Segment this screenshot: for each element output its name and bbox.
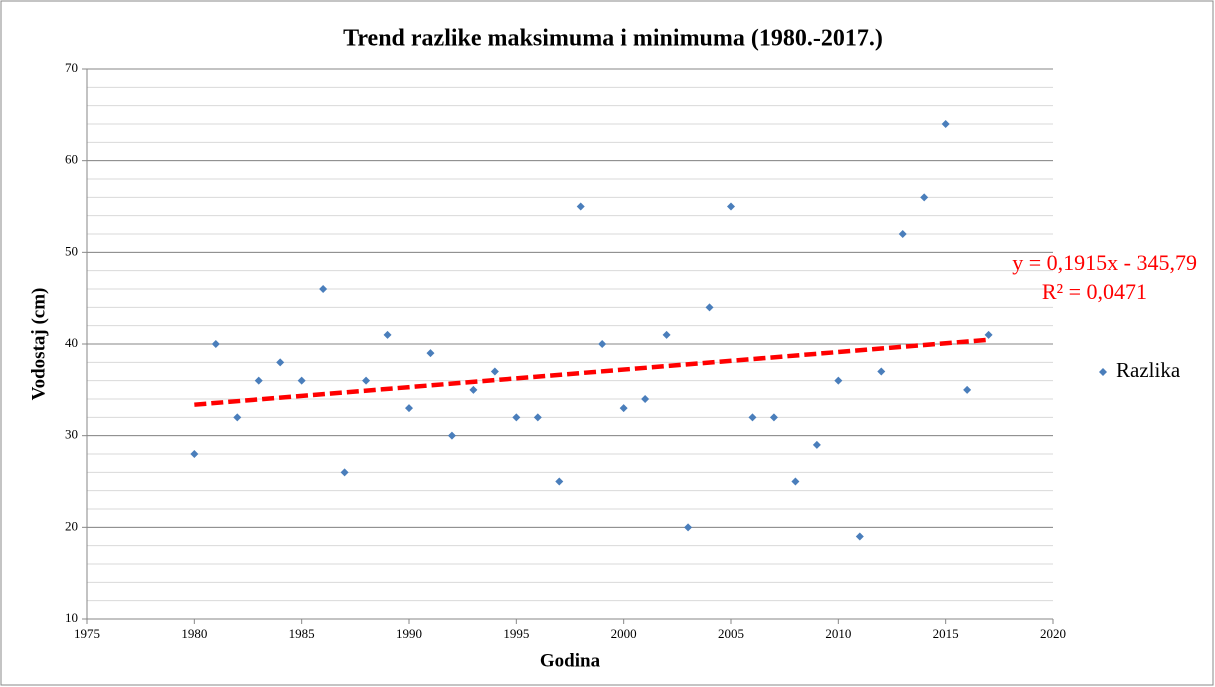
x-tick-label: 1995	[503, 626, 529, 641]
trendline-r2: R² = 0,0471	[1042, 279, 1147, 304]
chart-title: Trend razlike maksimuma i minimuma (1980…	[343, 26, 883, 52]
y-axis-label: Vodostaj (cm)	[28, 288, 49, 401]
data-point	[319, 285, 328, 293]
data-point	[963, 385, 972, 394]
data-point	[855, 532, 864, 541]
data-point	[920, 193, 929, 202]
data-point	[555, 477, 564, 486]
y-tick-label: 20	[65, 518, 78, 533]
x-tick-label: 1980	[181, 626, 207, 641]
data-point	[641, 395, 650, 403]
x-tick-label: 2015	[933, 626, 959, 641]
data-point	[727, 202, 735, 211]
data-point	[512, 413, 521, 422]
data-point	[254, 376, 263, 385]
x-tick-label: 2005	[718, 626, 744, 641]
data-point	[812, 440, 821, 449]
data-point	[662, 330, 671, 339]
data-point	[598, 340, 607, 348]
data-point	[748, 413, 757, 422]
data-point	[211, 340, 220, 348]
y-tick-label: 50	[65, 243, 78, 258]
legend-marker	[1099, 368, 1107, 376]
x-tick-label: 1985	[289, 626, 315, 641]
data-point	[297, 376, 306, 385]
data-point	[426, 349, 435, 358]
data-point	[791, 477, 800, 486]
data-point	[190, 450, 199, 458]
x-tick-label: 1975	[74, 626, 100, 641]
x-tick-label: 2010	[825, 626, 851, 641]
x-tick-label: 2000	[611, 626, 637, 641]
data-point	[233, 413, 242, 422]
y-tick-label: 10	[65, 610, 78, 625]
data-point	[383, 330, 392, 339]
data-point	[877, 367, 886, 376]
data-point	[362, 376, 371, 385]
y-tick-label: 60	[65, 152, 78, 167]
trendline-equation: y = 0,1915x - 345,79	[1012, 250, 1197, 275]
data-point	[684, 523, 693, 532]
x-tick-label: 1990	[396, 626, 422, 641]
x-axis-label: Godina	[540, 650, 601, 671]
data-point	[769, 413, 778, 422]
data-point	[447, 431, 456, 440]
trendline	[194, 337, 989, 407]
data-point	[340, 468, 349, 477]
x-tick-label: 2020	[1040, 626, 1066, 641]
legend-label: Razlika	[1116, 358, 1181, 382]
data-point	[490, 367, 499, 376]
data-point	[984, 330, 993, 339]
data-point	[705, 303, 714, 312]
data-point	[941, 120, 950, 128]
data-point	[576, 202, 585, 211]
y-tick-label: 30	[65, 427, 78, 442]
data-point	[469, 385, 478, 394]
data-point	[276, 358, 285, 367]
data-point	[619, 404, 628, 413]
data-point	[533, 413, 542, 422]
data-point	[834, 376, 843, 385]
y-tick-label: 40	[65, 335, 78, 350]
y-tick-label: 70	[65, 60, 78, 75]
data-point	[898, 230, 907, 238]
data-point	[405, 404, 413, 413]
